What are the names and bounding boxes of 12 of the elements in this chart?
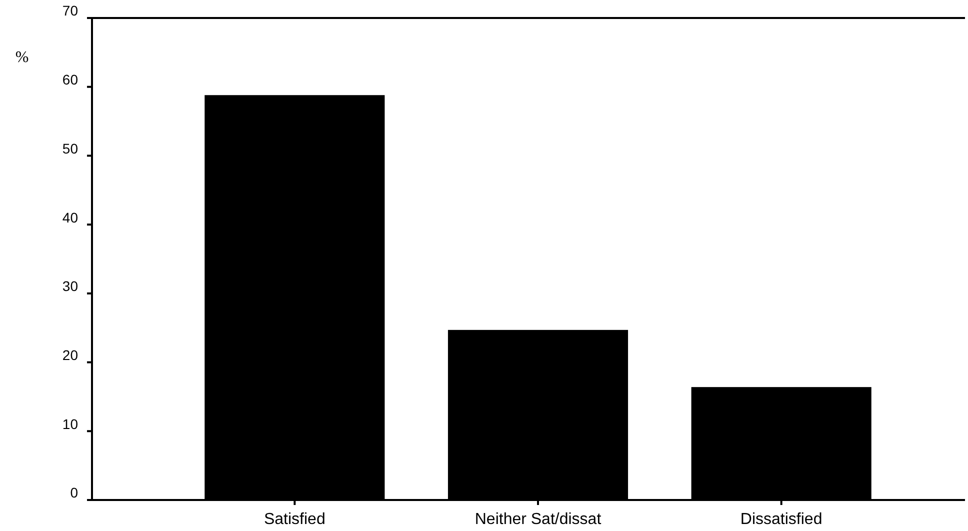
x-tick-label: Dissatisfied [740,511,822,528]
y-tick-label: 0 [70,484,78,501]
x-tick-label: Satisfied [264,511,326,528]
y-tick-label: 60 [62,72,78,88]
y-axis-title: % [15,49,29,66]
x-tick-label: Neither Sat/dissat [474,511,602,528]
y-tick-label: 10 [62,416,78,432]
y-tick-label: 50 [62,140,78,156]
y-tick-label: 30 [62,278,78,294]
y-tick-label: 40 [62,209,78,226]
y-tick-label: 70 [62,2,78,19]
y-tick-label: 20 [62,346,78,363]
